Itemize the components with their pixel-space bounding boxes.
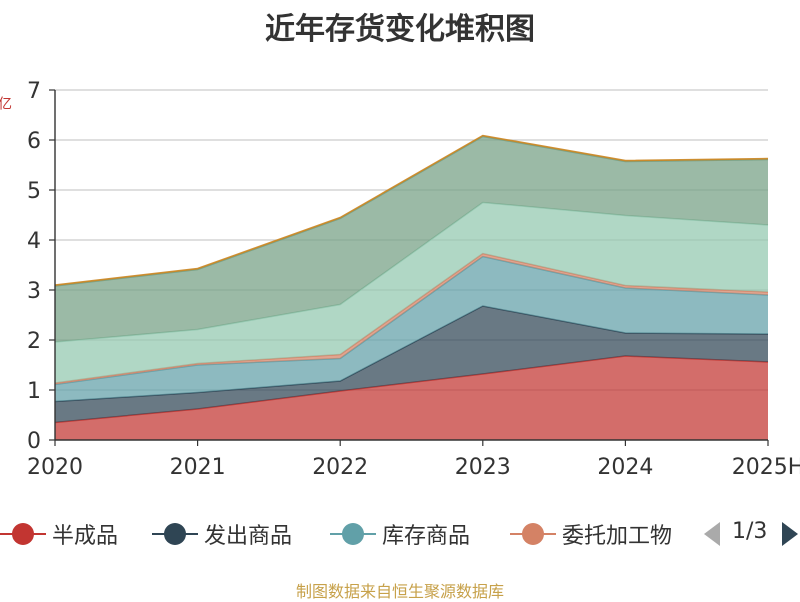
y-tick-label: 1 [27,379,41,404]
area-series-line-6 [54,134,769,286]
y-tick-label: 0 [27,429,41,454]
y-tick-label: 4 [27,229,41,254]
legend-item[interactable]: 委托加工物 [510,516,672,552]
pager-prev-icon[interactable] [704,522,720,546]
stacked-areas [54,134,769,440]
x-tick-label: 2023 [455,455,511,480]
legend-label: 半成品 [52,524,119,549]
legend-marker-icon [152,522,198,546]
area-chart: 0 1 2 3 4 5 6 7 2020 2021 2022 2023 2024 2025H [27,79,800,480]
y-axis-label: 亿 [0,96,12,110]
legend-label: 委托加工物 [562,524,673,549]
x-tick-label: 2021 [170,455,226,480]
area-series-5[interactable] [55,136,768,343]
x-tick-label: 2020 [27,455,83,480]
legend-marker-icon [510,522,556,546]
pager-next-icon[interactable] [782,522,798,546]
legend-item[interactable]: 库存商品 [330,516,470,552]
legend-label: 库存商品 [382,524,471,549]
legend-pager: 1/3 [700,516,800,552]
legend: 半成品 发出商品 库存商品 委托加工物 1/3 [0,516,800,552]
legend-marker-icon [0,522,46,546]
legend-items: 半成品 发出商品 库存商品 委托加工物 [0,516,690,552]
pager-page-text: 1/3 [732,519,768,544]
x-tick-label: 2024 [597,455,653,480]
legend-marker-icon [330,522,376,546]
y-tick-label: 5 [27,179,41,204]
y-tick-label: 3 [27,279,41,304]
legend-item[interactable]: 半成品 [0,516,118,552]
legend-item[interactable]: 发出商品 [152,516,292,552]
area-series-2[interactable] [55,256,768,402]
chart-title: 近年存货变化堆积图 [265,12,535,47]
area-series-4[interactable] [55,202,768,384]
area-series-1[interactable] [55,306,768,423]
y-tick-label: 6 [27,129,41,154]
x-tick-label: 2022 [312,455,368,480]
legend-label: 发出商品 [204,524,293,549]
axes: 0 1 2 3 4 5 6 7 2020 2021 2022 2023 2024 2025H [27,79,800,480]
area-series-0[interactable] [55,356,768,440]
y-tick-label: 7 [27,79,41,104]
x-tick-label: 2025H [732,455,800,480]
y-tick-label: 2 [27,329,41,354]
source-note: 制图数据来自恒生聚源数据库 [295,582,504,601]
